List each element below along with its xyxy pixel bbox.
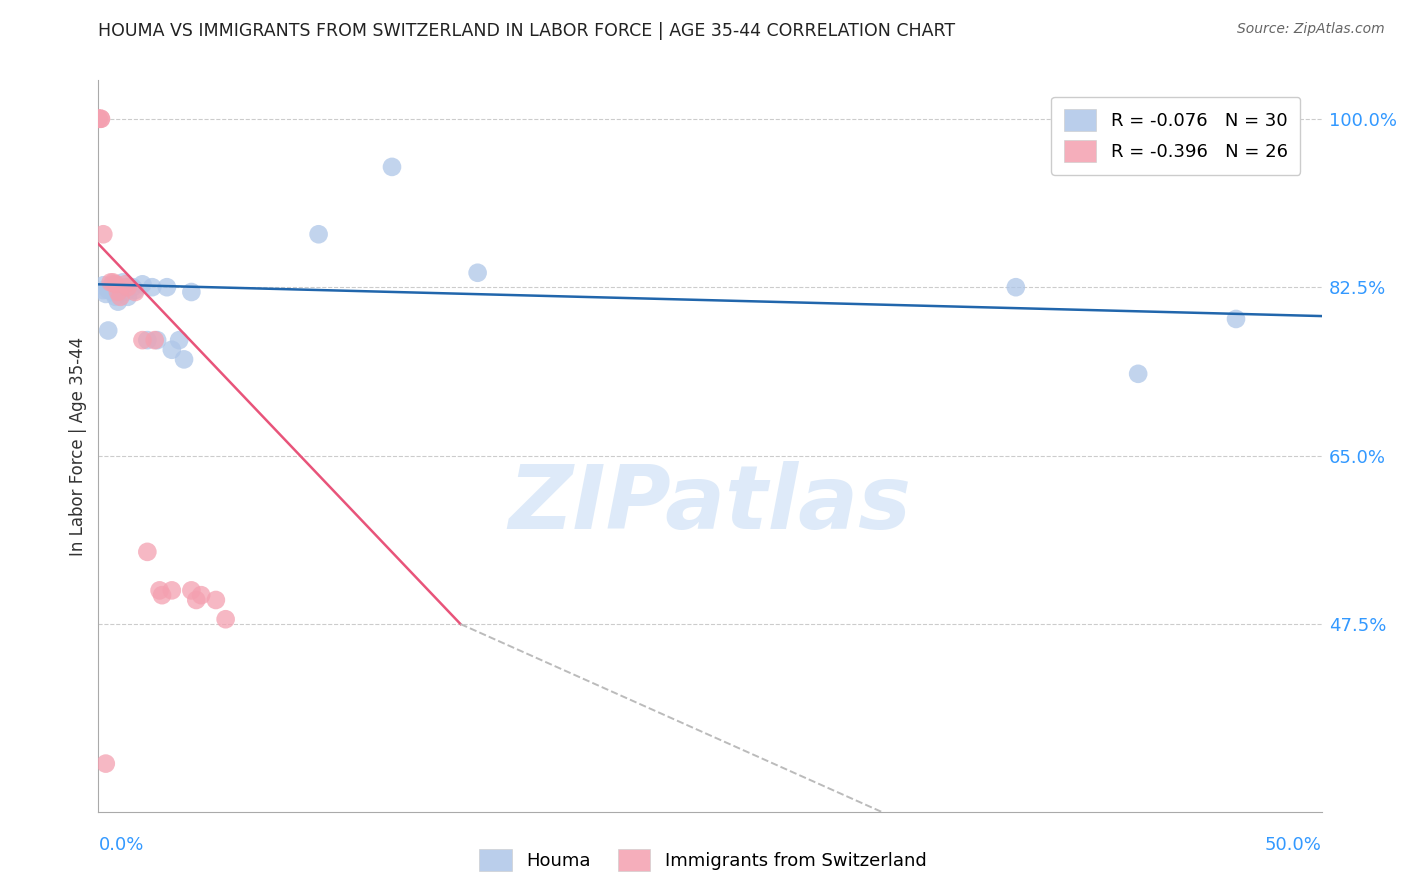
Point [180, 583, 202, 598]
Point [381, 160, 404, 174]
Point [104, 290, 127, 304]
Point [160, 343, 183, 357]
Point [117, 290, 139, 304]
Point [136, 545, 159, 559]
Point [117, 280, 139, 294]
Point [111, 276, 134, 290]
Point [100, 276, 122, 290]
Point [90, 112, 112, 126]
Point [131, 277, 153, 292]
Point [1225, 312, 1247, 326]
Text: 50.0%: 50.0% [1265, 836, 1322, 854]
Point [87, 112, 110, 126]
Point [104, 277, 127, 292]
Point [87, 112, 110, 126]
Y-axis label: In Labor Force | Age 35-44: In Labor Force | Age 35-44 [69, 336, 87, 556]
Point [97, 283, 120, 297]
Point [150, 588, 173, 602]
Point [173, 352, 195, 367]
Point [90, 112, 112, 126]
Point [308, 227, 330, 242]
Point [167, 333, 190, 347]
Text: 0.0%: 0.0% [98, 836, 143, 854]
Point [214, 612, 236, 626]
Point [141, 280, 163, 294]
Point [101, 277, 124, 292]
Point [87, 112, 110, 126]
Point [124, 283, 146, 297]
Point [149, 583, 172, 598]
Point [91, 278, 114, 293]
Point [97, 324, 120, 338]
Point [467, 266, 489, 280]
Point [156, 280, 179, 294]
Point [136, 333, 159, 347]
Point [114, 277, 136, 292]
Point [110, 290, 132, 304]
Point [121, 280, 143, 294]
Point [114, 285, 136, 299]
Point [131, 333, 153, 347]
Point [205, 593, 228, 607]
Point [1128, 367, 1150, 381]
Legend: R = -0.076   N = 30, R = -0.396   N = 26: R = -0.076 N = 30, R = -0.396 N = 26 [1052, 96, 1301, 175]
Point [186, 593, 208, 607]
Point [146, 333, 169, 347]
Point [91, 283, 114, 297]
Text: HOUMA VS IMMIGRANTS FROM SWITZERLAND IN LABOR FORCE | AGE 35-44 CORRELATION CHAR: HOUMA VS IMMIGRANTS FROM SWITZERLAND IN … [98, 22, 956, 40]
Point [94, 756, 117, 771]
Point [114, 280, 136, 294]
Text: ZIPatlas: ZIPatlas [509, 461, 911, 548]
Point [107, 285, 129, 299]
Point [107, 294, 129, 309]
Point [1004, 280, 1026, 294]
Point [101, 285, 124, 299]
Legend: Houma, Immigrants from Switzerland: Houma, Immigrants from Switzerland [472, 842, 934, 879]
Point [91, 227, 114, 242]
Point [101, 276, 124, 290]
Text: Source: ZipAtlas.com: Source: ZipAtlas.com [1237, 22, 1385, 37]
Point [143, 333, 166, 347]
Point [124, 285, 146, 299]
Point [190, 588, 212, 602]
Point [160, 583, 183, 598]
Point [94, 287, 117, 301]
Point [180, 285, 202, 299]
